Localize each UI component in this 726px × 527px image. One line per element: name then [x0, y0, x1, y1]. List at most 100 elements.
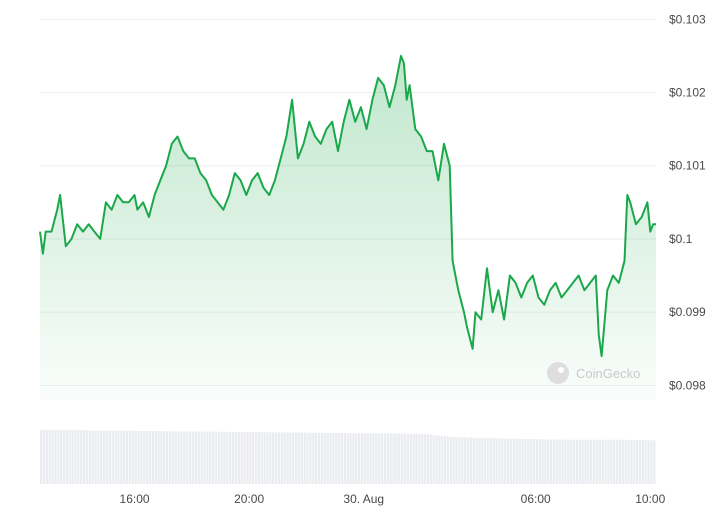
volume-bar	[335, 432, 338, 484]
volume-bar	[326, 432, 329, 484]
volume-bar	[423, 434, 427, 484]
volume-bar	[105, 430, 109, 484]
volume-bar	[266, 432, 269, 484]
volume-bar	[68, 430, 71, 484]
volume-bar	[137, 430, 140, 484]
volume-bar	[552, 439, 556, 484]
volume-bar	[570, 439, 573, 484]
volume-bar	[163, 431, 166, 484]
volume-bar	[48, 429, 51, 484]
volume-bar	[615, 439, 619, 484]
volume-bar	[85, 430, 89, 484]
y-tick-label: $0.103	[669, 12, 706, 26]
volume-bar	[206, 431, 209, 484]
volume-bar	[320, 432, 324, 484]
volume-bar	[280, 432, 283, 484]
volume-bar	[277, 432, 281, 484]
volume-bar	[421, 433, 424, 484]
volume-bar	[269, 432, 272, 484]
volume-bar	[60, 430, 63, 484]
volume-bar	[65, 430, 69, 484]
volume-bar	[409, 433, 412, 484]
volume-bar	[495, 438, 498, 484]
x-tick-label: 16:00	[120, 492, 150, 506]
volume-bar	[380, 433, 384, 484]
volume-bar	[555, 439, 558, 484]
volume-bar	[237, 431, 240, 484]
coingecko-logo-icon	[547, 362, 569, 384]
volume-bar	[332, 432, 335, 484]
volume-bar	[42, 429, 46, 484]
volume-bar	[527, 438, 530, 484]
y-axis: $0.103 $0.102 $0.101 $0.1 $0.099 $0.098	[669, 12, 706, 392]
volume-bar	[294, 432, 298, 484]
volume-bar	[581, 439, 584, 484]
volume-bar	[613, 439, 616, 484]
volume-bar	[243, 432, 246, 484]
volume-bar	[349, 433, 352, 484]
volume-bar	[401, 433, 404, 484]
volume-bar	[88, 430, 91, 484]
volume-bar	[108, 430, 112, 484]
volume-bar	[292, 432, 295, 484]
volume-bar	[180, 431, 183, 484]
volume-bar	[564, 439, 567, 484]
volume-bar	[633, 439, 636, 484]
volume-bar	[369, 433, 372, 484]
volume-bar	[475, 437, 478, 484]
volume-bar	[587, 439, 590, 484]
volume-bar	[458, 437, 461, 484]
volume-bar	[151, 431, 155, 484]
volume-bar	[214, 431, 218, 484]
volume-bar	[627, 439, 630, 484]
volume-bar	[572, 439, 576, 484]
volume-bars	[40, 429, 656, 484]
price-line	[39, 54, 656, 358]
volume-bar	[303, 432, 306, 484]
volume-bar	[125, 430, 129, 484]
volume-bar	[389, 433, 392, 484]
volume-bar	[77, 430, 80, 484]
volume-bar	[575, 439, 579, 484]
volume-bar	[103, 430, 106, 484]
volume-bar	[200, 431, 203, 484]
volume-bar	[315, 432, 318, 484]
volume-bar	[386, 433, 389, 484]
volume-bar	[644, 440, 647, 484]
volume-bar	[231, 431, 235, 484]
volume-bar	[254, 432, 258, 484]
volume-bar	[449, 436, 452, 484]
volume-bar	[234, 431, 238, 484]
volume-bar	[286, 432, 289, 484]
volume-bar	[518, 438, 521, 484]
volume-bar	[492, 438, 495, 484]
volume-bar	[604, 439, 607, 484]
volume-bar	[484, 438, 487, 484]
volume-bar	[300, 432, 303, 484]
y-tick-label: $0.099	[669, 305, 706, 319]
volume-bar	[309, 432, 312, 484]
volume-bar	[329, 432, 332, 484]
volume-bar	[441, 435, 444, 484]
volume-bar	[352, 433, 355, 484]
volume-bar	[272, 432, 275, 484]
volume-bar	[481, 438, 484, 484]
volume-bar	[406, 433, 409, 484]
volume-bar	[97, 430, 100, 484]
volume-bar	[392, 433, 395, 484]
volume-bar	[461, 437, 464, 484]
volume-bar	[148, 431, 152, 484]
volume-bar	[123, 430, 126, 484]
volume-bar	[435, 435, 438, 484]
volume-bar	[438, 435, 441, 484]
volume-bar	[647, 440, 650, 484]
volume-bar	[62, 430, 66, 484]
volume-bar	[154, 431, 157, 484]
volume-bar	[94, 430, 97, 484]
volume-bar	[100, 430, 103, 484]
volume-bar	[375, 433, 378, 484]
volume-bar	[191, 431, 195, 484]
volume-bar	[567, 439, 570, 484]
volume-bar	[398, 433, 401, 484]
